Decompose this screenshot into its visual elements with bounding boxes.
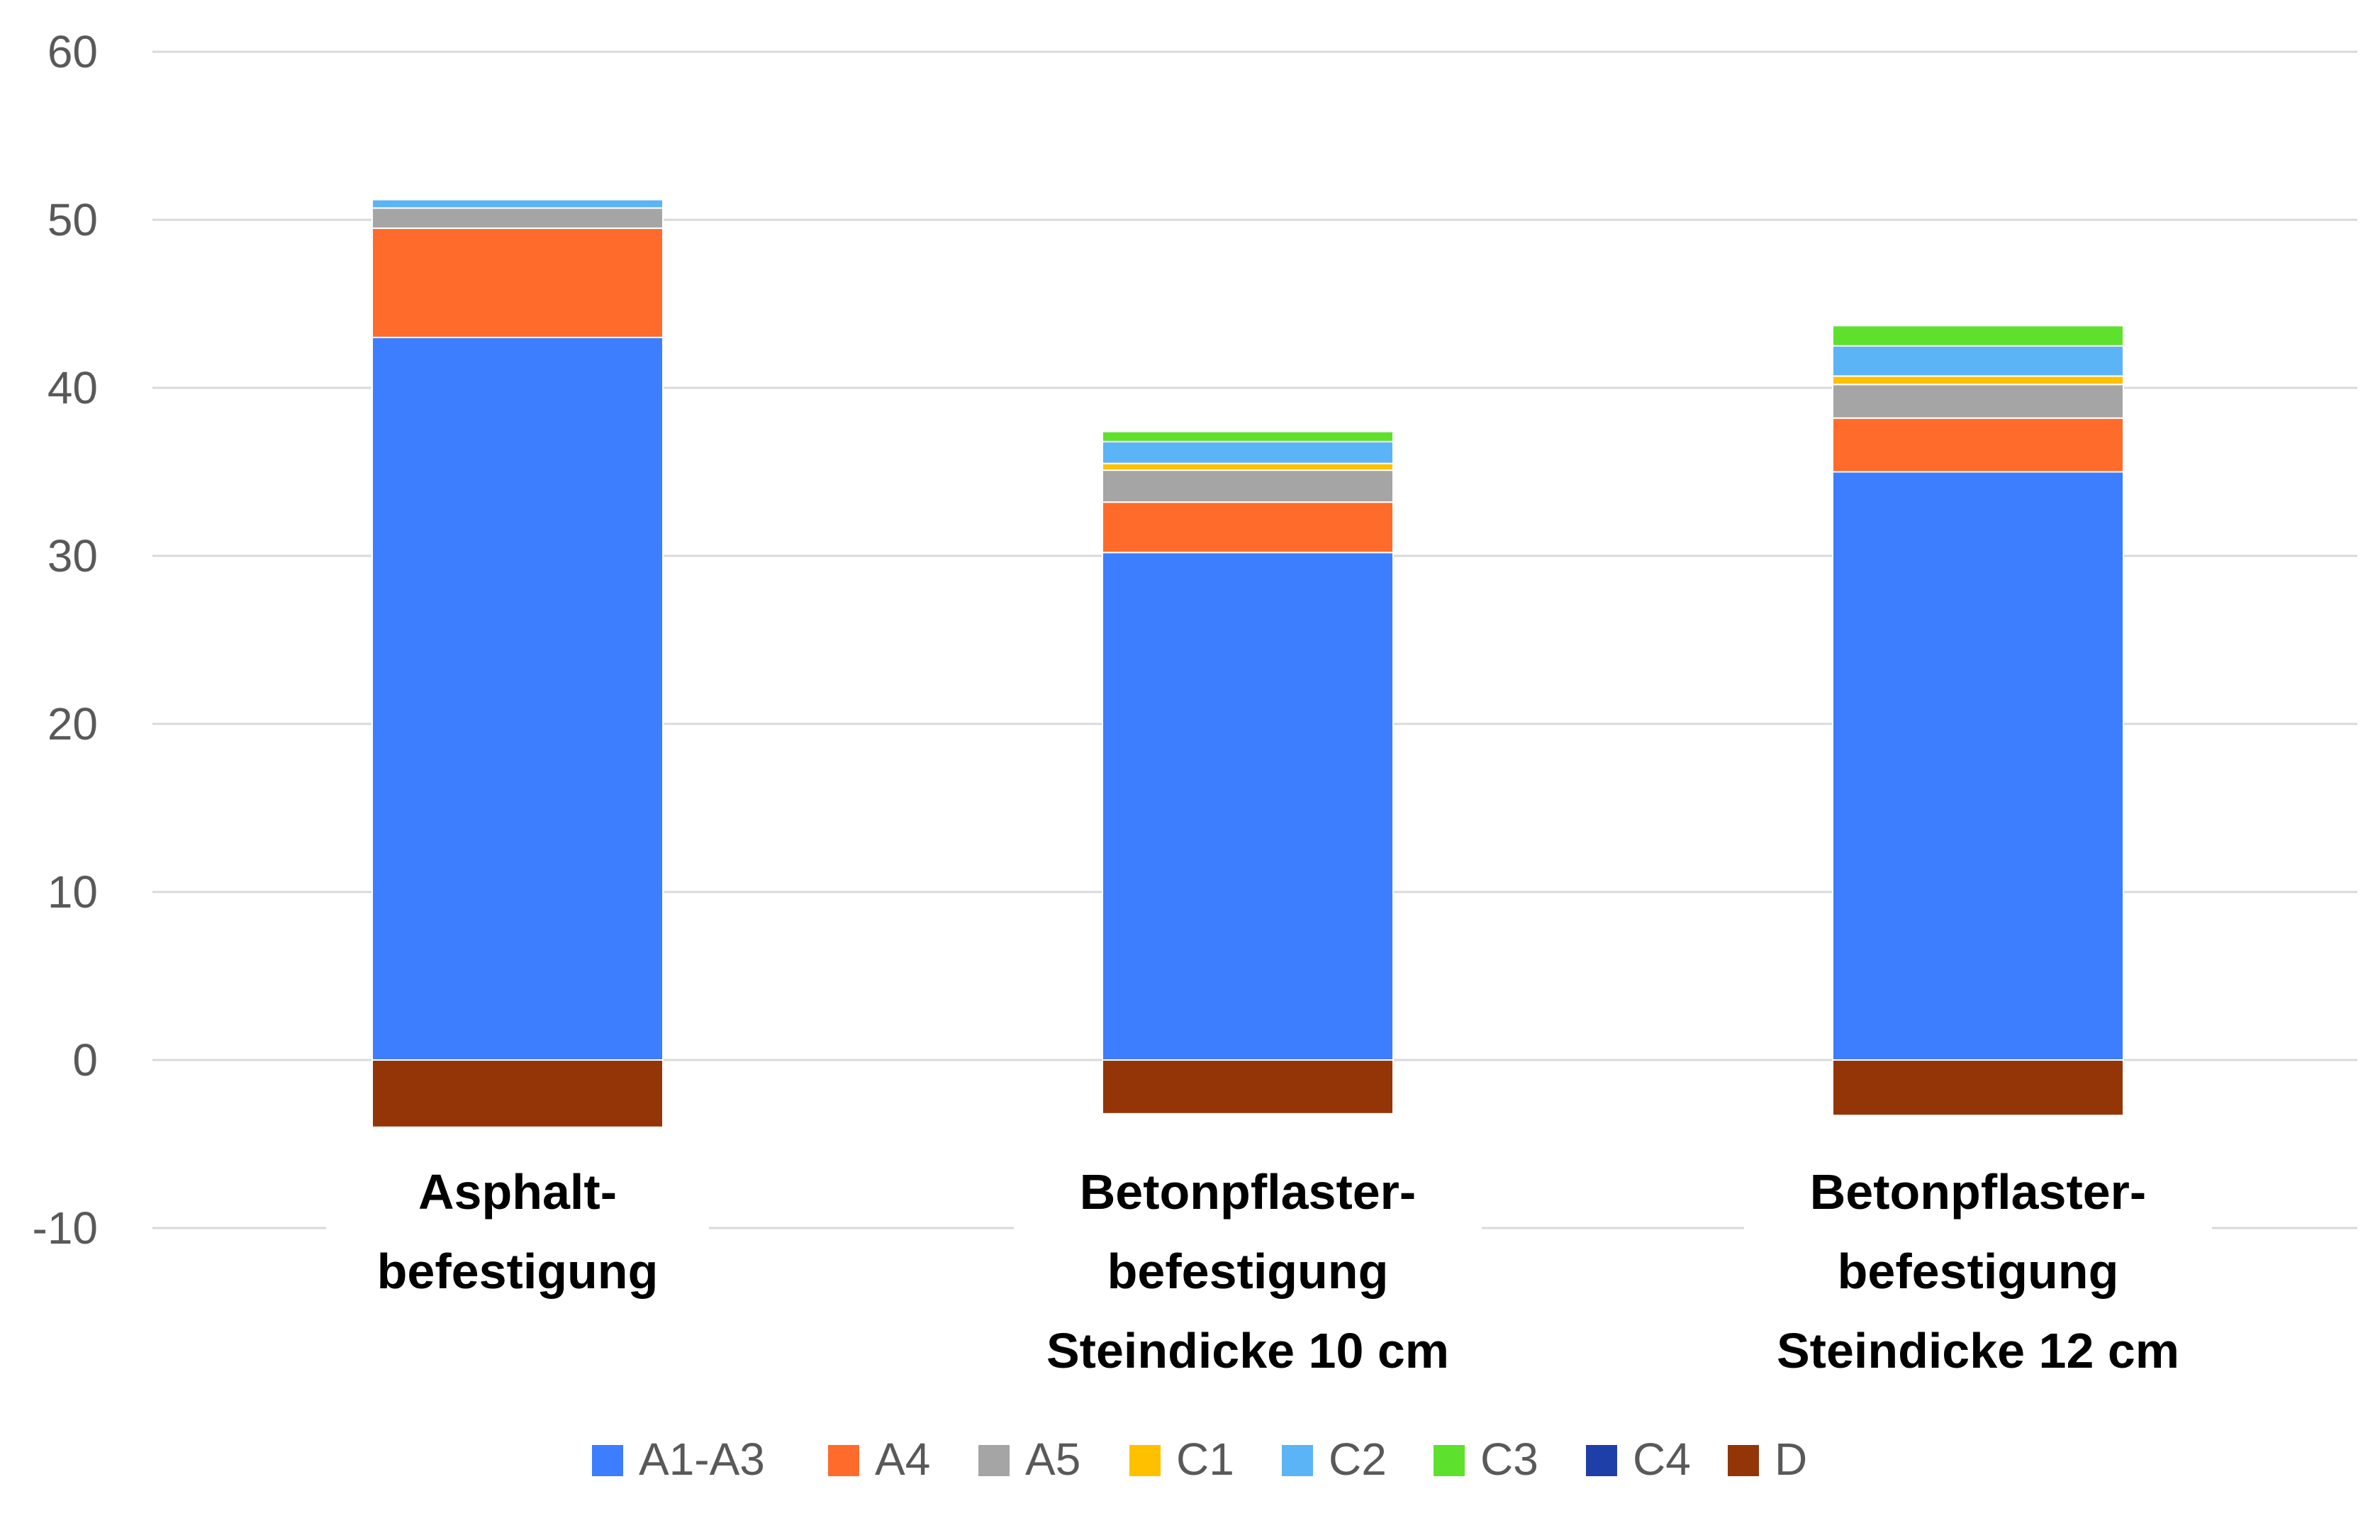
bar-segment-c1 xyxy=(1832,375,2124,386)
bar-segment-d xyxy=(371,1059,664,1128)
legend-label: A1-A3 xyxy=(639,1434,765,1485)
bar-segment-a4 xyxy=(371,227,664,338)
bar-segment-a5 xyxy=(1832,384,2124,419)
bar-segment-c2 xyxy=(1832,345,2124,377)
bar-segment-d xyxy=(1102,1059,1394,1115)
legend-label: D xyxy=(1775,1434,1807,1485)
category-label-bg xyxy=(1744,1159,2212,1412)
legend-label: C2 xyxy=(1329,1434,1387,1485)
legend-label: C3 xyxy=(1480,1434,1538,1485)
y-tick-label: 0 xyxy=(72,1034,98,1086)
legend-item-c2: C2 xyxy=(1282,1434,1387,1485)
y-tick-label: -10 xyxy=(33,1203,99,1254)
y-tick-label: 50 xyxy=(48,194,98,245)
legend-label: C4 xyxy=(1633,1434,1691,1485)
bar-segment-c3 xyxy=(1832,325,2124,347)
bar-segment-d xyxy=(1832,1059,2124,1117)
bar-segment-a1-a3 xyxy=(1832,471,2124,1061)
bar-segment-a1-a3 xyxy=(1102,552,1394,1061)
bar-segment-c1 xyxy=(1102,462,1394,472)
legend-swatch xyxy=(828,1445,859,1476)
y-axis-ticks: 60 50 40 30 20 10 0 -10 xyxy=(33,26,99,1254)
legend-label: A5 xyxy=(1025,1434,1080,1485)
category-label: Steindicke 10 cm xyxy=(1046,1323,1449,1378)
category-label-bg xyxy=(1014,1159,1482,1412)
category-label: befestigung xyxy=(1838,1244,2119,1299)
category-label: befestigung xyxy=(1107,1244,1389,1299)
bar-segment-c3 xyxy=(1102,430,1394,442)
y-tick-label: 20 xyxy=(48,698,98,749)
legend-item-a4: A4 xyxy=(828,1434,930,1485)
bar-segment-a4 xyxy=(1832,417,2124,473)
y-tick-label: 60 xyxy=(48,26,98,77)
legend-item-c3: C3 xyxy=(1434,1434,1538,1485)
bars xyxy=(371,199,2124,1128)
y-tick-label: 40 xyxy=(48,362,98,413)
legend-item-d: D xyxy=(1728,1434,1807,1485)
category-labels: Asphalt-befestigung Betonpflaster-befesti… xyxy=(326,1159,2212,1412)
category-label: Steindicke 12 cm xyxy=(1777,1323,2179,1378)
bar-segment-a5 xyxy=(371,207,664,229)
bar-segment-a5 xyxy=(1102,469,1394,503)
legend-swatch xyxy=(1129,1445,1161,1476)
legend-swatch xyxy=(1282,1445,1313,1476)
bar-segment-c2 xyxy=(1102,440,1394,464)
legend-item-c1: C1 xyxy=(1129,1434,1234,1485)
category-label: Betonpflaster- xyxy=(1810,1164,2146,1220)
legend: A1-A3 A4 A5 C1 C2 C3 C4 D xyxy=(592,1434,1807,1485)
y-tick-label: 30 xyxy=(48,530,98,581)
legend-swatch xyxy=(978,1445,1010,1476)
legend-swatch xyxy=(1586,1445,1617,1476)
category-label-bg xyxy=(326,1159,709,1332)
bar-segment-a1-a3 xyxy=(371,336,664,1061)
bar-segment-a4 xyxy=(1102,501,1394,554)
category-label: Asphalt- xyxy=(418,1164,617,1220)
y-tick-label: 10 xyxy=(48,866,98,917)
legend-item-c4: C4 xyxy=(1586,1434,1691,1485)
category-label: Betonpflaster- xyxy=(1080,1164,1416,1220)
legend-swatch xyxy=(1728,1445,1759,1476)
category-label: befestigung xyxy=(377,1244,659,1299)
legend-swatch xyxy=(592,1445,623,1476)
legend-item-a1-a3: A1-A3 xyxy=(592,1434,765,1485)
bar-segment-c2 xyxy=(371,199,664,209)
legend-item-a5: A5 xyxy=(978,1434,1080,1485)
legend-swatch xyxy=(1434,1445,1465,1476)
legend-label: A4 xyxy=(875,1434,930,1485)
legend-label: C1 xyxy=(1176,1434,1234,1485)
